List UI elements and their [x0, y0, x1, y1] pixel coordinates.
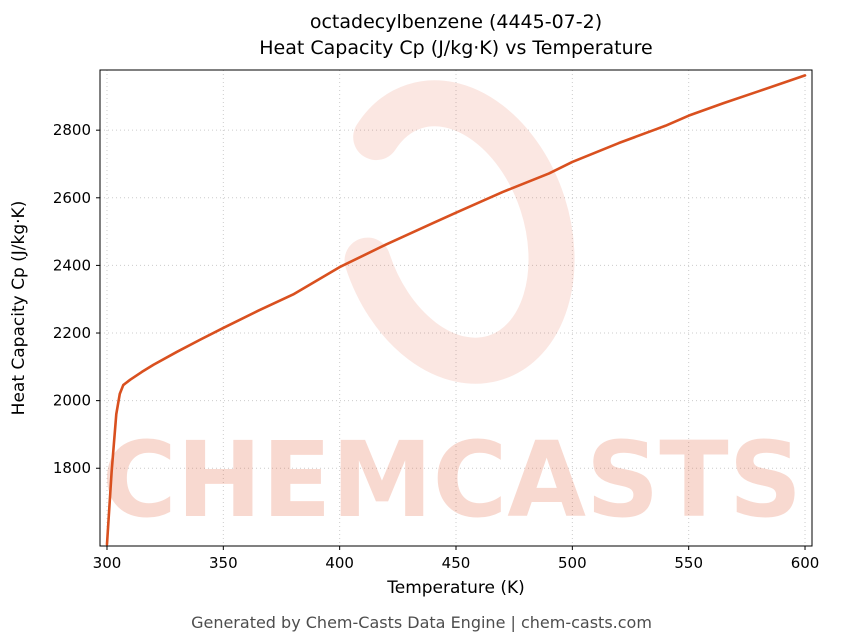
watermark-text: CHEMCASTS [102, 419, 802, 541]
y-tick-label: 2800 [53, 121, 91, 139]
x-axis-label: Temperature (K) [386, 578, 525, 598]
x-tick-label: 550 [674, 554, 703, 572]
y-tick-label: 2600 [53, 189, 91, 207]
x-tick-label: 500 [558, 554, 587, 572]
y-tick-label: 2400 [53, 256, 91, 274]
chart-subtitle: Heat Capacity Cp (J/kg·K) vs Temperature [259, 36, 653, 59]
x-tick-label: 450 [442, 554, 471, 572]
x-tick-label: 350 [209, 554, 238, 572]
y-axis-label: Heat Capacity Cp (J/kg·K) [9, 201, 29, 416]
data-line-cp [105, 74, 807, 546]
chart-title: octadecylbenzene (4445-07-2) [309, 11, 603, 33]
x-tick-label: 600 [791, 554, 820, 572]
x-tick-label: 400 [325, 554, 354, 572]
chart-title-block: octadecylbenzene (4445-07-2) Heat Capaci… [100, 10, 812, 61]
y-tick-label: 2000 [53, 392, 91, 410]
y-tick-label: 1800 [53, 459, 91, 477]
footer-caption: Generated by Chem-Casts Data Engine | ch… [191, 613, 652, 632]
y-tick-label: 2200 [53, 324, 91, 342]
x-tick-label: 300 [93, 554, 122, 572]
watermark-logo-icon [335, 80, 575, 384]
